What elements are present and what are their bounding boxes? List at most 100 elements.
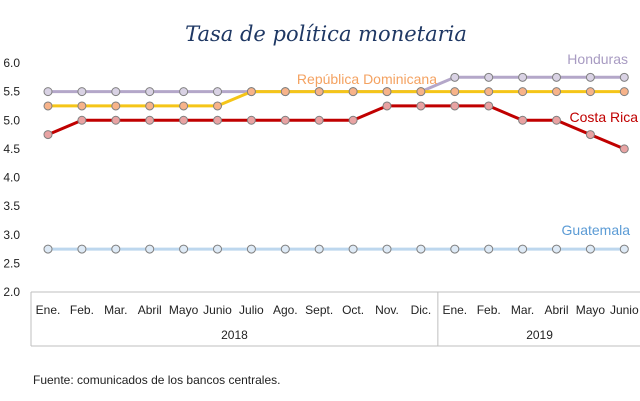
x-tick-label: Mar. bbox=[511, 303, 534, 317]
data-point bbox=[619, 87, 629, 97]
data-point bbox=[111, 244, 121, 254]
y-tick-label: 5.0 bbox=[3, 113, 20, 127]
data-point bbox=[111, 87, 121, 97]
data-point bbox=[484, 101, 494, 111]
data-point bbox=[145, 244, 155, 254]
data-point bbox=[314, 87, 324, 97]
data-point bbox=[111, 101, 121, 111]
data-point bbox=[585, 72, 595, 82]
series-costa-rica bbox=[43, 101, 629, 154]
data-point bbox=[518, 87, 528, 97]
data-point bbox=[213, 115, 222, 125]
data-point bbox=[77, 101, 87, 111]
x-tick-label: Oct. bbox=[342, 303, 364, 317]
series-label: Costa Rica bbox=[570, 109, 639, 125]
series-rep-blica-dominicana bbox=[43, 87, 629, 111]
data-point bbox=[213, 244, 222, 254]
data-point bbox=[348, 115, 358, 125]
data-point bbox=[484, 244, 494, 254]
y-tick-label: 4.5 bbox=[3, 142, 20, 156]
data-point bbox=[450, 72, 460, 82]
data-point bbox=[484, 72, 494, 82]
series-line bbox=[48, 90, 625, 108]
y-tick-label: 6.0 bbox=[3, 56, 20, 70]
data-point bbox=[518, 244, 528, 254]
data-point bbox=[450, 87, 460, 97]
data-point bbox=[484, 87, 494, 97]
x-tick-label: Feb. bbox=[477, 303, 501, 317]
data-point bbox=[246, 115, 256, 125]
x-axis: Ene. Feb. Mar. Abril Mayo Junio Julio Ago. Sept.… bbox=[30, 291, 640, 347]
data-point bbox=[416, 101, 426, 111]
x-tick-label: Ene. bbox=[36, 303, 61, 317]
x-tick-label: Mar. bbox=[104, 303, 127, 317]
data-point bbox=[111, 115, 121, 125]
x-tick-label: Ago. bbox=[273, 303, 298, 317]
x-tick-label: Nov. bbox=[375, 303, 399, 317]
data-point bbox=[43, 101, 53, 111]
series-line bbox=[47, 104, 625, 151]
data-point bbox=[585, 87, 595, 97]
data-point bbox=[619, 144, 629, 154]
year-label: 2018 bbox=[221, 328, 248, 342]
x-tick-label: Abril bbox=[138, 303, 162, 317]
data-point bbox=[585, 130, 595, 140]
data-point bbox=[145, 87, 155, 97]
y-tick-label: 5.5 bbox=[3, 85, 20, 99]
series-labels: Honduras República Dominicana Costa Rica Gu… bbox=[297, 51, 638, 238]
data-point bbox=[518, 72, 528, 82]
data-point bbox=[179, 244, 189, 254]
x-tick-label: Julio bbox=[239, 303, 264, 317]
data-point bbox=[213, 87, 222, 97]
source-note: Fuente: comunicados de los bancos centra… bbox=[33, 373, 281, 387]
data-point bbox=[246, 87, 256, 97]
x-tick-label: Abril bbox=[544, 303, 568, 317]
data-point bbox=[382, 244, 392, 254]
data-point bbox=[619, 72, 629, 82]
series-label: República Dominicana bbox=[297, 71, 437, 87]
x-tick-label: Junio bbox=[610, 303, 639, 317]
data-point bbox=[585, 244, 595, 254]
data-point bbox=[179, 87, 189, 97]
data-point bbox=[382, 101, 392, 111]
y-tick-label: 2.0 bbox=[3, 285, 20, 299]
data-point bbox=[450, 244, 460, 254]
data-point bbox=[77, 87, 87, 97]
data-point bbox=[552, 72, 561, 82]
data-point bbox=[348, 87, 358, 97]
series-label: Honduras bbox=[567, 51, 628, 67]
series-label: Guatemala bbox=[562, 222, 631, 238]
data-point bbox=[450, 101, 460, 111]
x-tick-label: Ene. bbox=[442, 303, 467, 317]
x-tick-label: Junio bbox=[203, 303, 232, 317]
data-point bbox=[43, 130, 53, 140]
chart-title: Tasa de política monetaria bbox=[185, 22, 467, 46]
data-point bbox=[552, 115, 561, 125]
data-point bbox=[314, 244, 324, 254]
data-point bbox=[145, 101, 155, 111]
data-point bbox=[179, 115, 189, 125]
data-point bbox=[416, 87, 426, 97]
data-point bbox=[246, 244, 256, 254]
x-tick-label: Mayo bbox=[576, 303, 606, 317]
y-axis: 2.0 2.5 3.0 3.5 4.0 4.5 5.0 5.5 6.0 bbox=[3, 56, 20, 299]
x-tick-label: Feb. bbox=[70, 303, 94, 317]
y-tick-label: 3.0 bbox=[3, 228, 20, 242]
data-point bbox=[552, 87, 561, 97]
series-guatemala bbox=[43, 244, 629, 254]
data-point bbox=[314, 115, 324, 125]
y-tick-label: 3.5 bbox=[3, 199, 20, 213]
y-tick-label: 2.5 bbox=[3, 256, 20, 270]
data-point bbox=[382, 87, 392, 97]
data-point bbox=[280, 87, 290, 97]
data-point bbox=[213, 101, 222, 111]
series-layer bbox=[43, 72, 629, 254]
data-point bbox=[416, 244, 426, 254]
data-point bbox=[43, 244, 53, 254]
data-point bbox=[518, 115, 528, 125]
year-label: 2019 bbox=[526, 328, 553, 342]
data-point bbox=[43, 87, 53, 97]
x-tick-label: Sept. bbox=[305, 303, 333, 317]
data-point bbox=[280, 115, 290, 125]
